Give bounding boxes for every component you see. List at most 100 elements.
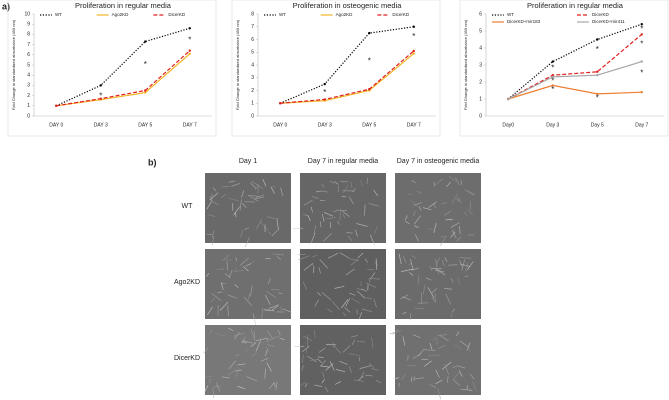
cell [207, 214, 216, 217]
cell [240, 229, 244, 238]
cell [350, 258, 359, 266]
row-label: DicerKD [174, 355, 200, 362]
cell [279, 337, 285, 341]
micrograph [203, 325, 291, 398]
cell [314, 330, 316, 338]
cell [450, 278, 454, 283]
cell [317, 356, 324, 358]
y-tick-label: 3 [251, 75, 254, 81]
cell [342, 345, 351, 353]
cell [211, 230, 215, 238]
cell [363, 297, 373, 299]
cell [339, 252, 349, 259]
cell [270, 186, 275, 194]
cell [332, 209, 338, 213]
panel-label: b) [148, 157, 157, 167]
cell [244, 237, 250, 248]
cell [327, 308, 333, 313]
micrograph [205, 249, 292, 325]
cell [228, 197, 240, 202]
legend-label: DicerKD+mir411 [592, 19, 625, 24]
micrograph [205, 173, 291, 248]
cell [227, 294, 237, 299]
cell [211, 293, 222, 301]
cell [221, 376, 230, 379]
cell [446, 181, 451, 187]
cell [242, 340, 253, 344]
significance-mark: * [412, 32, 415, 41]
y-tick-label: 6 [251, 37, 254, 43]
cell [444, 257, 448, 263]
cell [371, 367, 379, 371]
cell [304, 382, 308, 387]
cell [243, 296, 253, 307]
cell [303, 214, 308, 217]
cell [368, 203, 380, 207]
cell [301, 365, 304, 371]
cell [280, 306, 282, 311]
data-point [507, 97, 510, 101]
significance-mark: * [596, 93, 599, 102]
y-tick-label: 4 [479, 45, 482, 51]
chart-title: Proliferation in osteogenic media [293, 1, 403, 10]
cell [233, 332, 245, 337]
cell [470, 373, 475, 380]
cell [335, 369, 346, 373]
cell [428, 265, 433, 271]
cell [251, 352, 257, 357]
cell [404, 215, 408, 221]
cell [250, 182, 257, 189]
cell [414, 234, 419, 242]
y-axis-title: Fold Change in standardized absorbance (… [11, 19, 16, 110]
cell [245, 347, 248, 354]
cell [314, 299, 319, 307]
cell [300, 382, 306, 387]
cell [331, 300, 340, 310]
series-line [280, 53, 415, 104]
cell [266, 337, 269, 343]
cell [410, 259, 414, 271]
cell [268, 382, 275, 389]
cell [269, 304, 280, 309]
cell [271, 186, 276, 188]
cell [433, 178, 444, 187]
cell [317, 358, 323, 364]
cell [324, 217, 336, 220]
data-point [99, 97, 102, 100]
cell [276, 256, 282, 261]
legend-label: Ago2KD [336, 12, 354, 17]
cell [432, 336, 437, 342]
y-axis-title: Fold Change in standardized absorbance (… [463, 19, 468, 110]
cell [428, 354, 440, 357]
y-tick-label: 9 [27, 22, 30, 28]
cell [278, 292, 283, 295]
y-tick-label: 1 [479, 96, 482, 102]
micrograph [389, 325, 481, 400]
cell [266, 362, 272, 372]
cell [356, 288, 363, 291]
cell [240, 341, 247, 344]
cell [407, 355, 409, 361]
cell [275, 381, 278, 391]
x-tick-label: Day0 [502, 122, 514, 128]
cell [435, 259, 438, 268]
series-line [56, 50, 191, 107]
cell [234, 332, 240, 340]
cell [327, 252, 339, 259]
cell [413, 377, 425, 380]
cell [413, 376, 415, 382]
cell [263, 309, 275, 312]
cell [272, 253, 285, 256]
cell [436, 257, 440, 264]
cell [219, 301, 229, 311]
cell [309, 358, 319, 362]
cell [339, 208, 342, 221]
cell [228, 269, 233, 278]
cell [269, 335, 280, 341]
cell [336, 209, 347, 211]
cell [464, 275, 469, 277]
y-tick-label: 2 [479, 79, 482, 85]
cell [459, 225, 461, 235]
cell [234, 267, 237, 273]
cell [261, 308, 264, 320]
